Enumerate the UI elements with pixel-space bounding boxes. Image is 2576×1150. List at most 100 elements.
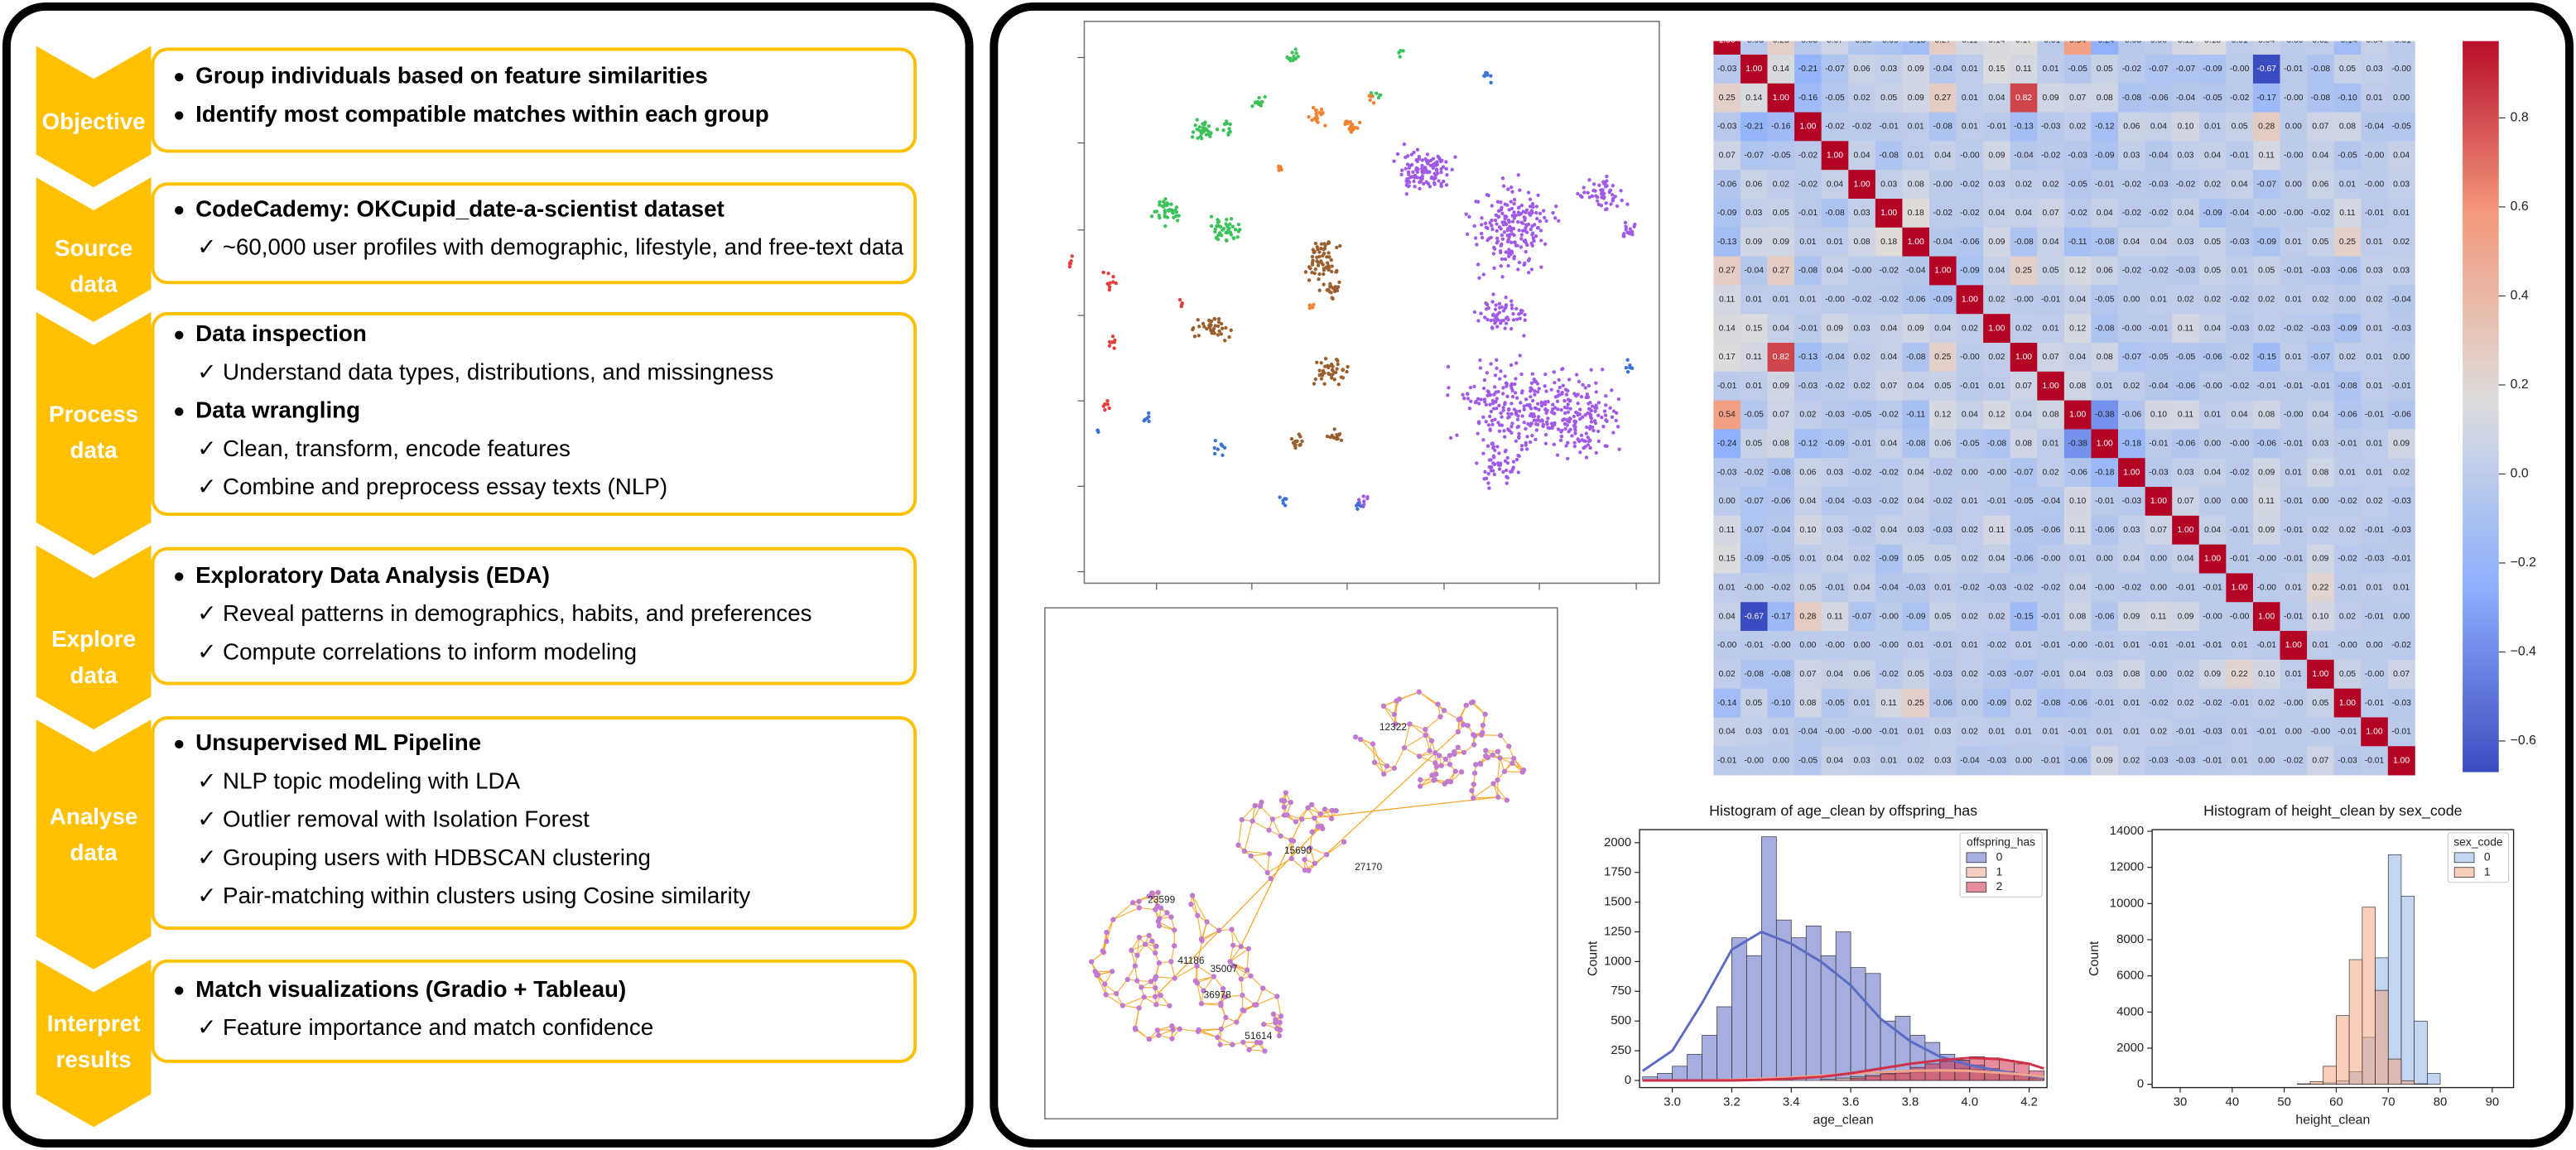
heatmap-cell (2280, 314, 2308, 344)
heatmap-cell (2307, 429, 2335, 459)
network-node (1113, 990, 1119, 997)
cell-label: 0.09 (2258, 468, 2275, 477)
embedding-point (1206, 132, 1211, 137)
network-node (1435, 701, 1441, 707)
embedding-point (1525, 435, 1529, 439)
embedding-point (1210, 331, 1214, 335)
network-node (1482, 711, 1488, 717)
heatmap-cell (2307, 515, 2335, 546)
heatmap-cell (1902, 688, 1930, 718)
heatmap-cell (1848, 227, 1876, 257)
embedding-point (1553, 204, 1558, 209)
cell-label: 0.09 (2123, 612, 2140, 621)
embedding-point (1522, 404, 1526, 408)
embedding-point (1332, 378, 1336, 382)
heatmap-cell (1983, 631, 2011, 661)
network-edge (1418, 691, 1445, 711)
cell-label: -0.00 (1717, 641, 1737, 650)
embedding-point (1477, 276, 1481, 280)
heatmap-cell (2145, 256, 2173, 286)
heatmap-cell (1983, 314, 2011, 344)
embedding-point (1101, 404, 1105, 408)
cell-label: 0.01 (1745, 296, 1762, 305)
network-node (1136, 1005, 1142, 1011)
embedding-point (1329, 291, 1333, 295)
embedding-point (1316, 263, 1321, 267)
cell-label: 0.00 (1854, 641, 1871, 650)
embedding-point (1319, 361, 1323, 365)
embedding-point (1589, 408, 1594, 413)
cell-label: 0.02 (2177, 296, 2193, 305)
embedding-point (1254, 101, 1258, 105)
cell-label: 0.04 (2069, 353, 2086, 362)
heatmap-cell (2145, 41, 2173, 55)
cell-label: 0.05 (1773, 209, 1789, 218)
cell-label: -0.01 (2230, 699, 2250, 708)
heatmap-cell (2063, 198, 2092, 229)
embedding-point (1312, 382, 1317, 386)
heatmap-cell (2333, 573, 2362, 603)
heatmap-cell (2226, 256, 2254, 286)
check-text: ✓ Reveal patterns in demographics, habit… (197, 600, 811, 626)
cell-label: -0.01 (2338, 728, 2357, 737)
network-node (1471, 770, 1478, 776)
network-node (1391, 711, 1397, 718)
cell-label: -0.01 (1717, 382, 1737, 391)
embedding-point (1578, 450, 1582, 455)
heatmap-cell (1848, 717, 1876, 747)
cell-label: -0.00 (2256, 209, 2276, 218)
embedding-point (1307, 306, 1312, 310)
heatmap-cell (2226, 429, 2254, 459)
heatmap-cell (1875, 198, 1903, 229)
step-box (151, 716, 917, 931)
embedding-point (1506, 254, 1511, 258)
embedding-point (1605, 419, 1609, 424)
cell-label: -0.05 (1798, 756, 1818, 765)
x-tick-label: 30 (2174, 1095, 2188, 1109)
cell-label: -0.02 (2149, 209, 2169, 218)
cell-label: 0.02 (2015, 180, 2032, 189)
cell-label: -0.01 (2391, 555, 2411, 564)
embedding-point (1407, 180, 1412, 185)
network-edge (1310, 847, 1327, 855)
heatmap-cell (2091, 602, 2119, 632)
embedding-point (1495, 358, 1499, 363)
embedding-point (1502, 429, 1506, 433)
embedding-point (1495, 222, 1499, 226)
histogram-bar (1909, 1066, 1926, 1081)
network-node (1136, 905, 1142, 911)
heatmap-cell (2063, 314, 2092, 344)
cell-label: -0.06 (2068, 468, 2087, 477)
network-node (1172, 927, 1177, 933)
legend-label: 0 (1996, 849, 2003, 863)
embedding-point (1095, 428, 1100, 432)
cell-label: 0.04 (1799, 497, 1816, 506)
heatmap-cell (1713, 141, 1741, 171)
cell-label: 0.00 (1773, 756, 1789, 765)
heatmap-cell (2387, 170, 2415, 200)
network-node (1218, 1026, 1224, 1032)
heatmap-cell (1928, 83, 1957, 113)
heatmap-cell (2091, 573, 2119, 603)
heatmap-cell (2091, 400, 2119, 430)
cell-label: 0.05 (2232, 123, 2248, 132)
embedding-point (1509, 425, 1514, 429)
heatmap-cell (1740, 573, 1768, 603)
embedding-point (1504, 250, 1508, 254)
cell-label: 0.08 (2123, 670, 2140, 679)
cell-label: 0.04 (2204, 324, 2221, 333)
cell-label: 0.01 (2367, 238, 2383, 247)
embedding-point (1588, 401, 1592, 405)
network-node (1447, 753, 1453, 758)
cell-label: -0.00 (1879, 641, 1899, 650)
cell-label: 0.04 (2204, 468, 2221, 477)
embedding-point (1329, 376, 1334, 380)
heatmap-cell (2387, 285, 2415, 315)
embedding-point (1527, 271, 1531, 275)
cell-label: -0.18 (2122, 440, 2142, 449)
embedding-point (1493, 218, 1498, 223)
cell-label: 0.22 (2312, 584, 2328, 593)
embedding-point (1625, 230, 1630, 235)
embedding-point (1467, 407, 1472, 411)
heatmap-cell (1713, 429, 1741, 459)
